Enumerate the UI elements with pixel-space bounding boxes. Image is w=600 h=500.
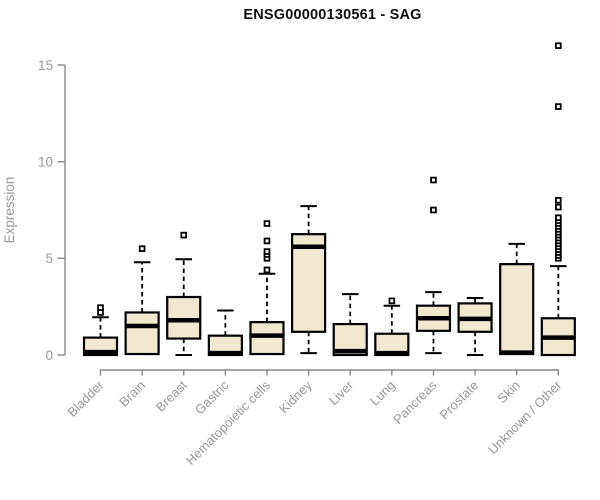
x-category-label-prostate: Prostate: [436, 378, 481, 423]
x-category-label-bladder: Bladder: [64, 377, 107, 420]
x-category-label-pancreas: Pancreas: [390, 377, 440, 427]
outlier-hematopoietic-cells-5: [263, 220, 271, 227]
x-category-label-unknown-other: Unknown / Other: [485, 377, 565, 457]
outlier-unknown-other-14: [555, 214, 562, 222]
outlier-pancreas-0: [430, 206, 437, 214]
outlier-unknown-other-16: [555, 197, 562, 204]
outlier-pancreas-1: [430, 176, 437, 184]
outlier-breast-0: [180, 231, 188, 239]
box-kidney: [291, 233, 327, 333]
outlier-unknown-other-15: [555, 203, 562, 211]
box-breast: [166, 295, 202, 340]
x-category-label-breast: Breast: [153, 377, 190, 414]
chart-title: ENSG00000130561 - SAG: [243, 7, 422, 23]
x-category-label-skin: Skin: [494, 378, 522, 406]
y-tick-label-0: 0: [45, 348, 53, 363]
box-skin: [499, 263, 535, 356]
x-category-label-liver: Liver: [326, 377, 357, 408]
y-tick-label-15: 15: [38, 58, 53, 73]
outlier-brain-0: [138, 245, 146, 252]
box-brain: [124, 311, 160, 356]
x-category-label-lung: Lung: [367, 378, 398, 409]
outlier-hematopoietic-cells-0: [263, 266, 271, 274]
outlier-bladder-1: [97, 304, 104, 311]
x-category-label-brain: Brain: [116, 378, 148, 410]
x-category-label-kidney: Kidney: [276, 377, 315, 416]
outlier-unknown-other-17: [555, 103, 562, 110]
box-hematopoietic-cells: [249, 321, 285, 356]
outlier-unknown-other-18: [555, 42, 562, 49]
x-category-label-gastric: Gastric: [192, 377, 232, 417]
y-tick-label-10: 10: [38, 154, 53, 169]
y-tick-label-5: 5: [45, 251, 53, 266]
outlier-hematopoietic-cells-4: [263, 237, 271, 245]
outlier-lung-0: [388, 297, 396, 305]
outlier-hematopoietic-cells-3: [263, 248, 271, 255]
y-axis-title: Expression: [2, 177, 17, 244]
